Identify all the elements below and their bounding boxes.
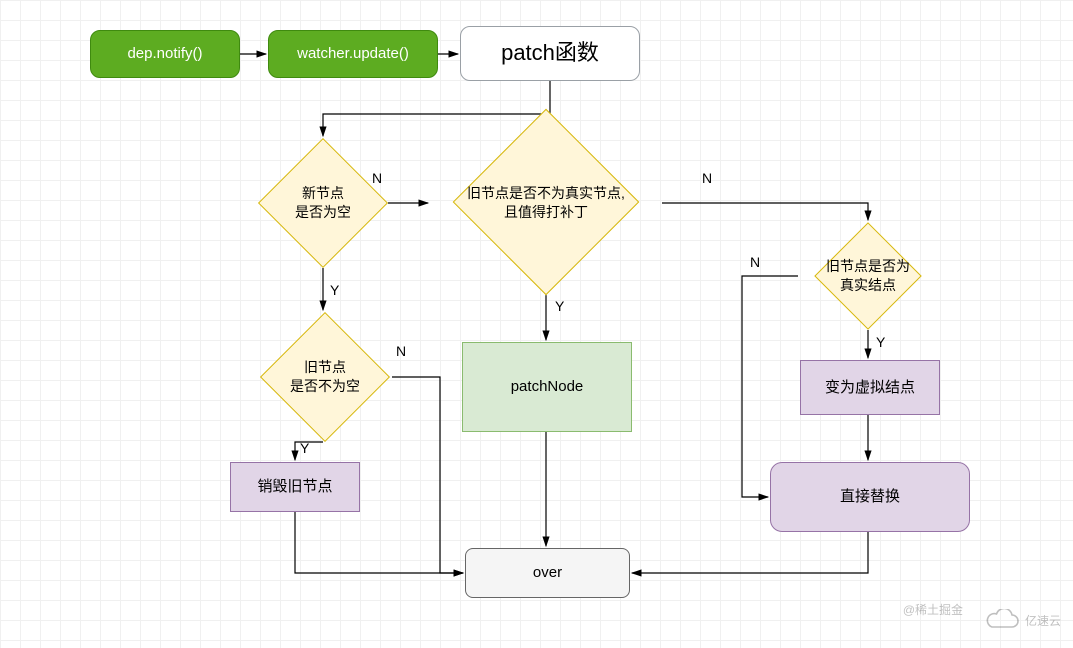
watermark-text: @稀土掘金 [903, 601, 963, 618]
node-q-new-empty: 新节点 是否为空 [258, 138, 388, 268]
edge-label-y4: Y [300, 440, 309, 456]
node-patch-fn: patch函数 [460, 26, 640, 81]
node-q-is-real: 旧节点是否为 真实结点 [798, 222, 938, 330]
node-to-virtual: 变为虚拟结点 [800, 360, 940, 415]
node-q-new-empty-label: 新节点 是否为空 [295, 184, 351, 222]
node-q-not-real-label: 旧节点是否不为真实节点, 且值得打补丁 [467, 184, 625, 222]
node-q-not-empty: 旧节点 是否不为空 [258, 312, 392, 442]
node-destroy-old: 销毁旧节点 [230, 462, 360, 512]
node-q-not-empty-label: 旧节点 是否不为空 [290, 358, 360, 396]
node-q-not-real: 旧节点是否不为真实节点, 且值得打补丁 [430, 120, 662, 285]
node-dep-notify: dep.notify() [90, 30, 240, 78]
node-q-is-real-label: 旧节点是否为 真实结点 [826, 257, 910, 295]
watermark-cloud: 亿速云 [984, 609, 1061, 636]
edge-label-n3: N [750, 254, 760, 270]
watermark-cloud-text: 亿速云 [1025, 614, 1061, 628]
edge-label-n4: N [396, 343, 406, 359]
node-over: over [465, 548, 630, 598]
edge-label-y1: Y [330, 282, 339, 298]
node-replace: 直接替换 [770, 462, 970, 532]
node-patchnode: patchNode [462, 342, 632, 432]
edge-label-n2: N [702, 170, 712, 186]
node-watcher-update: watcher.update() [268, 30, 438, 78]
edge-label-y3: Y [876, 334, 885, 350]
edge-label-y2: Y [555, 298, 564, 314]
